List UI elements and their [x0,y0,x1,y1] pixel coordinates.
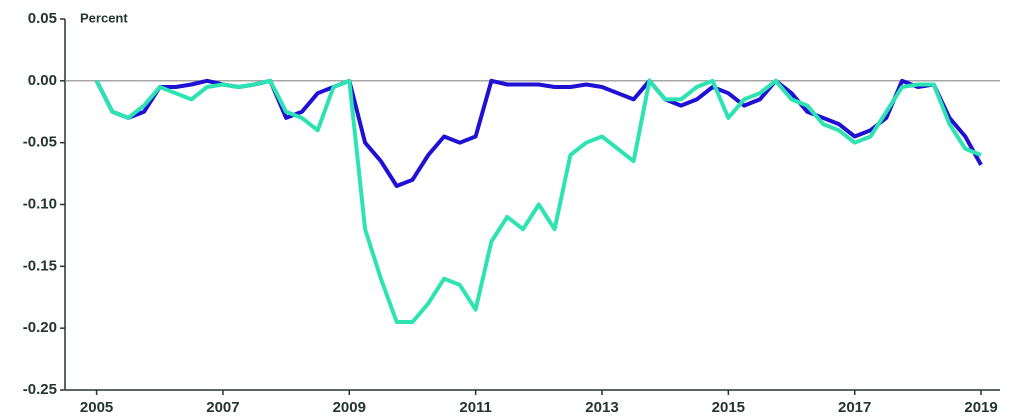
y-tick-label: -0.25 [23,381,57,398]
y-tick-label: -0.20 [23,319,57,336]
x-tick-label: 2015 [712,399,745,416]
x-tick-label: 2017 [838,399,871,416]
x-tick-label: 2007 [206,399,239,416]
y-tick-label: -0.15 [23,257,57,274]
x-tick-label: 2005 [80,399,113,416]
x-tick-label: 2019 [964,399,997,416]
y-axis-label: Percent [80,10,128,25]
x-tick-label: 2009 [333,399,366,416]
y-tick-label: -0.05 [23,134,57,151]
y-tick-label: 0.05 [28,10,57,27]
y-tick-label: -0.10 [23,195,57,212]
x-tick-label: 2013 [585,399,618,416]
series-line [94,78,982,324]
y-tick-label: 0.00 [28,72,57,89]
x-tick-label: 2011 [459,399,492,416]
series-line [94,78,983,188]
